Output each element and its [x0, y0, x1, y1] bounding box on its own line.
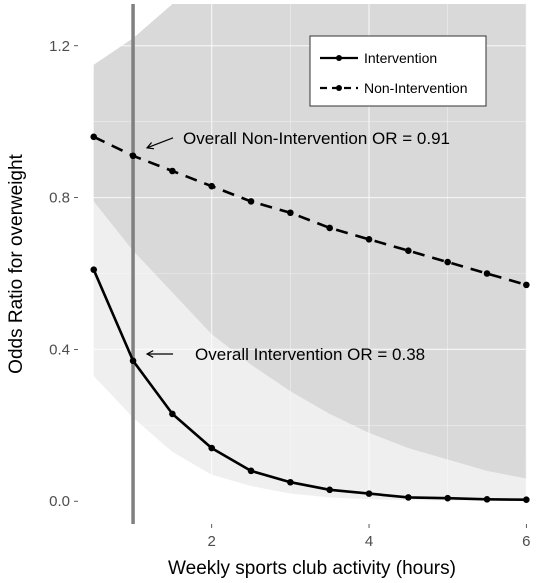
x-tick-label: 2 [208, 533, 216, 550]
data-point-intervention [326, 486, 333, 494]
annotation-intervention: Overall Intervention OR = 0.38 [145, 345, 425, 364]
annotations: Overall Non-Intervention OR = 0.91 Overa… [145, 129, 450, 364]
data-point-non-intervention [287, 209, 294, 217]
y-tick-label: 1.2 [49, 38, 70, 55]
annotation-non-intervention-label: Overall Non-Intervention OR = 0.91 [183, 129, 450, 148]
y-axis-title: Odds Ratio for overweight [6, 153, 27, 373]
data-point-non-intervention [129, 152, 137, 160]
data-point-non-intervention [523, 281, 530, 289]
series-lines [92, 135, 527, 501]
y-tick-label: 0.4 [49, 341, 70, 358]
data-point-intervention [405, 494, 412, 501]
annotation-arrow-head [145, 142, 155, 150]
x-tick-label: 6 [522, 533, 530, 550]
legend-box [309, 35, 487, 107]
data-point-intervention [247, 467, 255, 475]
y-tick-label: 0.0 [49, 493, 70, 510]
data-point-non-intervention [483, 270, 491, 277]
data-point-non-intervention [444, 258, 451, 266]
data-point-non-intervention [326, 224, 333, 232]
legend-item-non-intervention: Non-Intervention [320, 80, 468, 96]
legend-label-non-intervention: Non-Intervention [364, 80, 468, 96]
y-tick-label: 0.8 [49, 190, 70, 207]
series-line-intervention [92, 269, 527, 501]
annotation-non-intervention: Overall Non-Intervention OR = 0.91 [145, 129, 450, 150]
data-point-non-intervention [365, 236, 373, 243]
legend-key-point [336, 55, 342, 61]
x-tick-label: 4 [365, 533, 373, 550]
legend: Intervention Non-Intervention [309, 35, 487, 107]
confidence-bands [93, 4, 527, 501]
data-point-intervention [444, 494, 451, 502]
data-point-non-intervention [405, 247, 412, 255]
annotation-arrow-head [145, 350, 154, 358]
data-point-intervention [365, 490, 373, 497]
y-axis-ticks: 0.0 0.4 0.8 1.2 [49, 38, 78, 510]
data-point-intervention [483, 496, 491, 503]
annotation-arrow-line [146, 137, 174, 149]
ci-band-non-intervention [93, 4, 527, 479]
data-point-intervention [169, 410, 176, 418]
data-point-non-intervention [169, 167, 176, 175]
data-point-intervention [129, 357, 137, 365]
legend-label-intervention: Intervention [364, 50, 437, 66]
data-point-intervention [90, 266, 98, 273]
annotation-intervention-label: Overall Intervention OR = 0.38 [195, 345, 425, 364]
data-point-intervention [287, 478, 294, 486]
data-point-non-intervention [247, 198, 255, 205]
series-line-non-intervention [93, 135, 527, 287]
x-axis-title: Weekly sports club activity (hours) [168, 558, 456, 579]
data-point-non-intervention [90, 133, 98, 141]
data-point-non-intervention [208, 182, 216, 190]
legend-key-point [336, 85, 342, 91]
data-point-intervention [523, 496, 530, 504]
x-axis-ticks: 2 4 6 [208, 524, 531, 550]
series-points [90, 133, 530, 504]
legend-item-intervention: Intervention [320, 50, 437, 66]
ci-band-intervention [93, 72, 527, 501]
data-point-intervention [208, 444, 216, 452]
